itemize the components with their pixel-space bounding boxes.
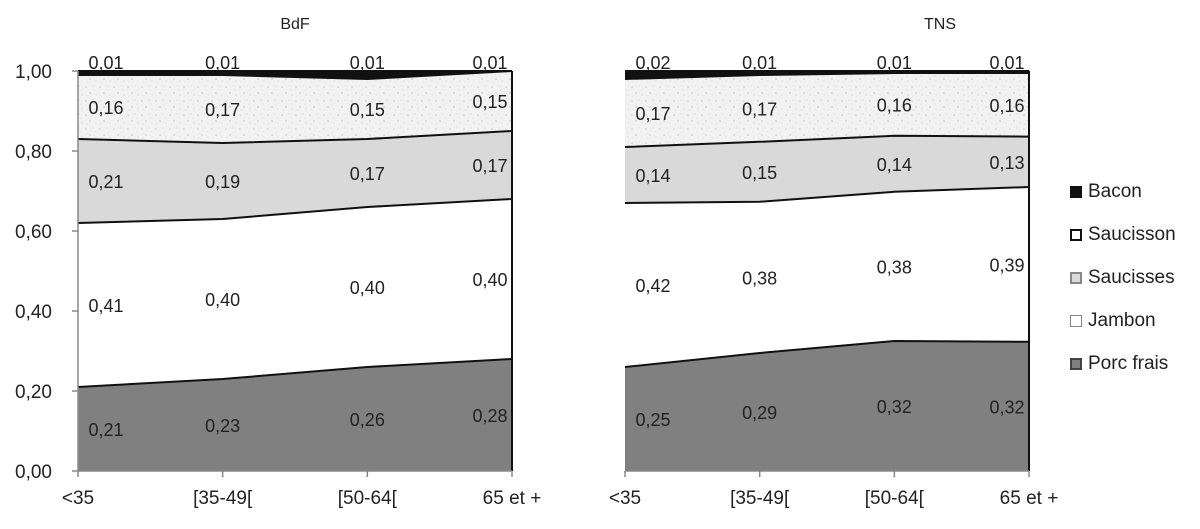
- data-label-bacon: 0,01: [472, 53, 507, 73]
- boundary-line: [624, 134, 1030, 148]
- data-label-saucisson: 0,15: [350, 100, 385, 120]
- data-label-jambon: 0,40: [350, 278, 385, 298]
- data-label-saucisses: 0,21: [88, 172, 123, 192]
- x-tick-label: 65 et +: [483, 488, 542, 509]
- data-label-porc-frais: 0,21: [88, 420, 123, 440]
- data-label-jambon: 0,40: [472, 270, 507, 290]
- legend-label-saucisses: Saucisses: [1088, 266, 1175, 288]
- y-tick-label: 0,40: [15, 302, 52, 323]
- data-label-bacon: 0,01: [205, 53, 240, 73]
- data-label-saucisses: 0,17: [350, 164, 385, 184]
- data-label-porc-frais: 0,29: [742, 403, 777, 423]
- data-label-saucisses: 0,19: [205, 172, 240, 192]
- data-label-bacon: 0,02: [635, 53, 670, 73]
- data-label-saucisson: 0,15: [472, 92, 507, 112]
- boundary-line: [624, 339, 1030, 368]
- data-label-bacon: 0,01: [742, 53, 777, 73]
- y-tick-label: 0,60: [15, 222, 52, 243]
- legend-swatch-porc-frais: [1070, 357, 1082, 370]
- x-tick-label: [35-49[: [193, 488, 253, 509]
- boundary-line: [624, 186, 1030, 204]
- data-label-jambon: 0,38: [877, 257, 912, 277]
- y-tick-label: 0,20: [15, 382, 52, 403]
- data-label-saucisson: 0,17: [635, 104, 670, 124]
- legend-item-jambon: Jambon: [1070, 299, 1176, 342]
- data-label-saucisson: 0,16: [989, 96, 1024, 116]
- data-label-saucisson: 0,17: [742, 99, 777, 119]
- legend-item-porc-frais: Porc frais: [1070, 342, 1176, 385]
- legend-label-jambon: Jambon: [1088, 309, 1156, 331]
- data-label-jambon: 0,38: [742, 268, 777, 288]
- legend-label-saucisson: Saucisson: [1088, 223, 1176, 245]
- x-tick-label: [50-64[: [865, 488, 925, 509]
- chart-title: TNS: [924, 16, 956, 33]
- data-label-porc-frais: 0,26: [350, 410, 385, 430]
- area-saucisson: [625, 73, 1029, 147]
- y-tick-label: 1,00: [15, 62, 52, 83]
- data-label-porc-frais: 0,32: [989, 397, 1024, 417]
- legend-item-bacon: Bacon: [1070, 170, 1176, 213]
- data-label-jambon: 0,39: [989, 255, 1024, 275]
- area-jambon: [625, 187, 1029, 367]
- data-label-saucisses: 0,15: [742, 163, 777, 183]
- x-tick-label: <35: [62, 488, 94, 509]
- y-tick-label: 0,80: [15, 142, 52, 163]
- data-label-porc-frais: 0,25: [635, 410, 670, 430]
- data-label-bacon: 0,01: [350, 53, 385, 73]
- data-label-jambon: 0,41: [88, 296, 123, 316]
- data-label-porc-frais: 0,23: [205, 416, 240, 436]
- data-label-porc-frais: 0,32: [877, 397, 912, 417]
- legend-swatch-saucisson: [1070, 228, 1082, 241]
- legend-swatch-jambon: [1070, 314, 1082, 327]
- data-label-saucisses: 0,14: [635, 166, 670, 186]
- data-label-saucisses: 0,14: [877, 155, 912, 175]
- area-saucisses: [625, 135, 1029, 203]
- legend-swatch-bacon: [1070, 185, 1082, 198]
- chart-legend: Bacon Saucisson Saucisses Jambon Porc fr…: [1070, 170, 1176, 385]
- x-tick-label: <35: [609, 488, 641, 509]
- boundary-line: [624, 72, 1029, 80]
- x-tick-label: [50-64[: [338, 488, 398, 509]
- legend-swatch-saucisses: [1070, 271, 1082, 284]
- data-label-bacon: 0,01: [989, 53, 1024, 73]
- data-label-porc-frais: 0,28: [472, 406, 507, 426]
- boundary-line: [77, 130, 513, 145]
- legend-item-saucisses: Saucisses: [1070, 256, 1176, 299]
- data-label-bacon: 0,01: [877, 53, 912, 73]
- data-label-jambon: 0,40: [205, 290, 240, 310]
- data-label-saucisson: 0,16: [877, 95, 912, 115]
- data-label-jambon: 0,42: [635, 276, 670, 296]
- x-tick-label: [35-49[: [730, 488, 790, 509]
- chart-title: BdF: [280, 16, 310, 33]
- area-saucisson: [78, 71, 512, 143]
- area-saucisses: [78, 131, 512, 223]
- y-tick-label: 0,00: [15, 462, 52, 483]
- area-jambon: [78, 199, 512, 387]
- boundary-line: [77, 198, 513, 224]
- data-label-saucisson: 0,16: [88, 98, 123, 118]
- boundary-line: [77, 358, 513, 388]
- data-label-saucisses: 0,13: [989, 153, 1024, 173]
- panel-bdf: <35 [35-49[ [50-64[ 65 et + 0,00 0,20 0,40 0,60…: [15, 16, 541, 509]
- area-porc-frais: [625, 341, 1029, 471]
- data-label-saucisson: 0,17: [205, 100, 240, 120]
- panel-tns: <35 [35-49[ [50-64[ 65 et + TNS 0,25 0,29 0,32 0…: [609, 16, 1058, 509]
- legend-label-bacon: Bacon: [1088, 180, 1142, 202]
- legend-item-saucisson: Saucisson: [1070, 213, 1176, 256]
- data-label-saucisses: 0,17: [472, 156, 507, 176]
- legend-label-porc-frais: Porc frais: [1088, 352, 1169, 374]
- boundary-line: [78, 70, 513, 81]
- area-porc-frais: [78, 359, 512, 471]
- data-label-bacon: 0,01: [88, 53, 123, 73]
- x-tick-label: 65 et +: [1000, 488, 1059, 509]
